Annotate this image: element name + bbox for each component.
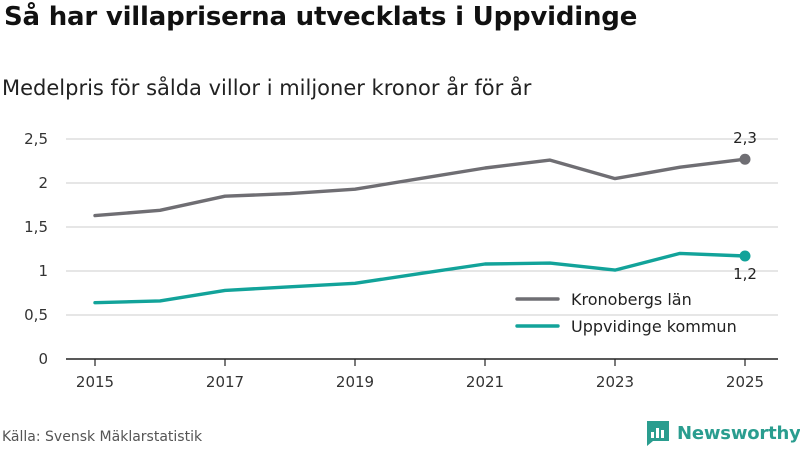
y-tick-label: 0 (38, 350, 48, 368)
series-line-0 (93, 157, 747, 218)
x-tick-label: 2025 (726, 373, 764, 391)
y-tick-label: 1,5 (24, 218, 48, 236)
series-end-label-0: 2,3 (733, 129, 757, 147)
x-axis: 2015 2017 2019 2021 2023 2025 (76, 359, 764, 391)
y-axis-ticks: 0 0,5 1 1,5 2 2,5 (24, 130, 48, 368)
legend: Kronobergs län Uppvidinge kommun (515, 290, 737, 336)
x-tick-label: 2017 (206, 373, 244, 391)
x-tick-label: 2015 (76, 373, 114, 391)
series-line-1 (93, 251, 747, 305)
x-tick-label: 2023 (596, 373, 634, 391)
y-tick-label: 1 (38, 262, 48, 280)
series-end-label-1: 1,2 (733, 265, 757, 283)
x-tick-label: 2019 (336, 373, 374, 391)
series-lines: 2,3 1,2 (93, 129, 757, 305)
series-end-marker-0 (739, 153, 751, 165)
legend-label-0: Kronobergs län (571, 290, 692, 309)
y-tick-label: 2,5 (24, 130, 48, 148)
newsworthy-logo: Newsworthy (645, 418, 800, 448)
gridlines (66, 138, 778, 360)
y-tick-label: 2 (38, 174, 48, 192)
chart-subtitle: Medelpris för sålda villor i miljoner kr… (2, 76, 532, 100)
source-note: Källa: Svensk Mäklarstatistik (2, 429, 203, 445)
y-tick-label: 0,5 (24, 306, 48, 324)
chart-title: Så har villapriserna utvecklats i Uppvid… (4, 2, 638, 32)
brand-name: Newsworthy (677, 422, 800, 444)
newsworthy-icon (647, 421, 669, 446)
x-tick-label: 2021 (466, 373, 504, 391)
legend-label-1: Uppvidinge kommun (571, 317, 737, 336)
series-end-marker-1 (739, 250, 751, 262)
